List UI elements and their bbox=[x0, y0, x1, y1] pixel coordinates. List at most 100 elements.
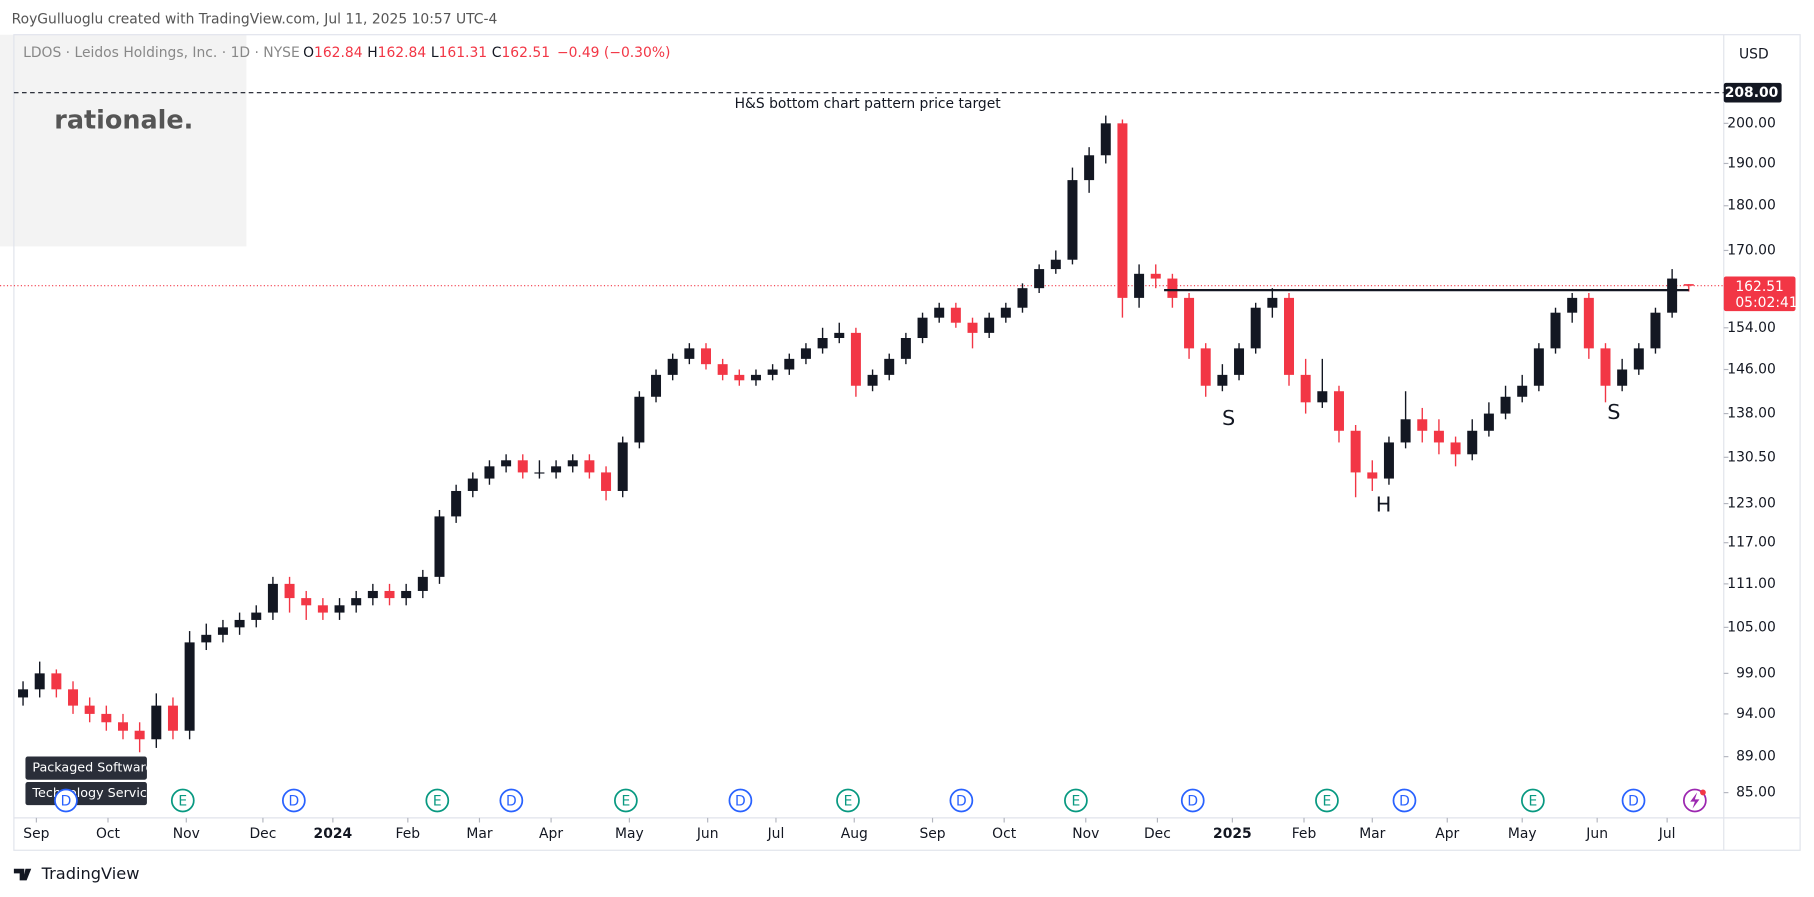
candle-body bbox=[151, 705, 162, 740]
candle-body bbox=[1567, 297, 1578, 313]
candle-body bbox=[1067, 180, 1078, 260]
candle-body bbox=[217, 627, 228, 635]
last-price-label: 162.51 bbox=[1735, 279, 1784, 295]
watermark: rationale. bbox=[54, 105, 193, 135]
x-tick-label: Oct bbox=[96, 826, 121, 842]
candle-body bbox=[717, 364, 728, 375]
candle-body bbox=[567, 460, 578, 467]
event-label: E bbox=[1323, 794, 1332, 810]
y-tick-label: 99.00 bbox=[1736, 665, 1776, 681]
x-tick-label: Dec bbox=[1144, 826, 1171, 842]
candle-body bbox=[234, 619, 245, 628]
event-icon bbox=[425, 788, 450, 813]
candle-body bbox=[667, 358, 678, 375]
x-tick-label: May bbox=[615, 826, 644, 842]
candle-body bbox=[434, 516, 445, 577]
candle-body bbox=[101, 713, 112, 723]
event-icon bbox=[1180, 788, 1205, 813]
candle-body bbox=[917, 317, 928, 339]
y-tick-label: 190.00 bbox=[1727, 155, 1776, 171]
event-label: D bbox=[1628, 794, 1639, 810]
ohlc-value: 161.31 bbox=[439, 45, 488, 61]
y-tick-label: 138.00 bbox=[1727, 406, 1776, 422]
candle-body bbox=[1600, 348, 1611, 386]
x-tick-label: Sep bbox=[919, 826, 945, 842]
candle-body bbox=[651, 374, 662, 397]
candle-body bbox=[317, 605, 328, 613]
candle-body bbox=[784, 358, 795, 370]
candle-body bbox=[1100, 123, 1111, 156]
candle-body bbox=[84, 705, 95, 714]
candle-body bbox=[834, 332, 845, 339]
y-tick-label: 200.00 bbox=[1727, 115, 1776, 131]
candle-body bbox=[251, 612, 262, 620]
candle-body bbox=[867, 374, 878, 386]
candle-body bbox=[1000, 307, 1011, 318]
event-label: E bbox=[1072, 794, 1081, 810]
candle-body bbox=[1317, 391, 1328, 403]
candle-body bbox=[634, 396, 645, 443]
candle-body bbox=[1134, 273, 1145, 298]
candle-body bbox=[1150, 273, 1161, 279]
x-tick-label: 2025 bbox=[1213, 826, 1252, 842]
candle-body bbox=[117, 722, 128, 731]
candle-body bbox=[1417, 419, 1428, 431]
candle-body bbox=[1667, 278, 1678, 313]
candle-body bbox=[1333, 391, 1344, 431]
candle-body bbox=[900, 338, 911, 359]
candle-body bbox=[1467, 430, 1478, 455]
candle-body bbox=[1433, 430, 1444, 443]
candle-body bbox=[68, 689, 79, 706]
candle-body bbox=[1650, 312, 1661, 349]
candle-body bbox=[1234, 348, 1245, 375]
event-icon bbox=[281, 788, 306, 813]
event-label: D bbox=[289, 794, 300, 810]
candle-body bbox=[1500, 396, 1511, 414]
candle-body bbox=[1400, 419, 1411, 443]
event-label: D bbox=[1399, 794, 1410, 810]
event-label: E bbox=[844, 794, 853, 810]
candle-body bbox=[1167, 278, 1178, 298]
event-icon bbox=[836, 788, 860, 813]
change: −0.49 (−0.30%) bbox=[557, 45, 670, 61]
y-tick-label: 170.00 bbox=[1727, 242, 1776, 258]
y-tick-label: 85.00 bbox=[1736, 785, 1776, 801]
x-tick-label: Jun bbox=[696, 826, 719, 842]
candle-body bbox=[1383, 442, 1394, 479]
event-label: D bbox=[61, 794, 72, 810]
x-tick-label: Nov bbox=[173, 826, 200, 842]
x-tick-label: Mar bbox=[466, 826, 492, 842]
candle-body bbox=[984, 317, 995, 333]
event-icon bbox=[54, 788, 78, 813]
candle-body bbox=[517, 460, 528, 473]
target-label: 208.00 bbox=[1725, 85, 1779, 101]
candle-body bbox=[51, 673, 62, 690]
candle-body bbox=[1284, 297, 1295, 375]
alert-bolt bbox=[1690, 792, 1700, 809]
candle-body bbox=[1633, 348, 1644, 370]
candle-body bbox=[18, 689, 29, 698]
y-tick-label: 105.00 bbox=[1727, 619, 1776, 635]
candle-body bbox=[601, 472, 612, 491]
candle-body bbox=[1583, 297, 1594, 349]
event-icon bbox=[949, 788, 974, 813]
candle-body bbox=[617, 442, 628, 491]
tag-box bbox=[25, 756, 147, 780]
top-note: RoyGulluoglu created with TradingView.co… bbox=[12, 12, 498, 28]
event-icon bbox=[1392, 788, 1417, 813]
candle-body bbox=[1217, 374, 1228, 386]
candle-body bbox=[734, 374, 745, 381]
candle-body bbox=[417, 576, 428, 591]
symbol: LDOS · Leidos Holdings, Inc. · 1D · NYSE bbox=[23, 45, 300, 61]
event-icon bbox=[1621, 788, 1646, 813]
candle-body bbox=[484, 466, 495, 479]
y-tick-label: 94.00 bbox=[1736, 706, 1776, 722]
footer-logo: TradingView bbox=[41, 864, 140, 883]
y-tick-label: 154.00 bbox=[1727, 320, 1776, 336]
event-icon bbox=[614, 788, 638, 813]
candle-body bbox=[1483, 413, 1494, 431]
x-tick-label: 2024 bbox=[314, 826, 353, 842]
candle-body bbox=[184, 642, 195, 731]
candle-body bbox=[767, 369, 778, 375]
